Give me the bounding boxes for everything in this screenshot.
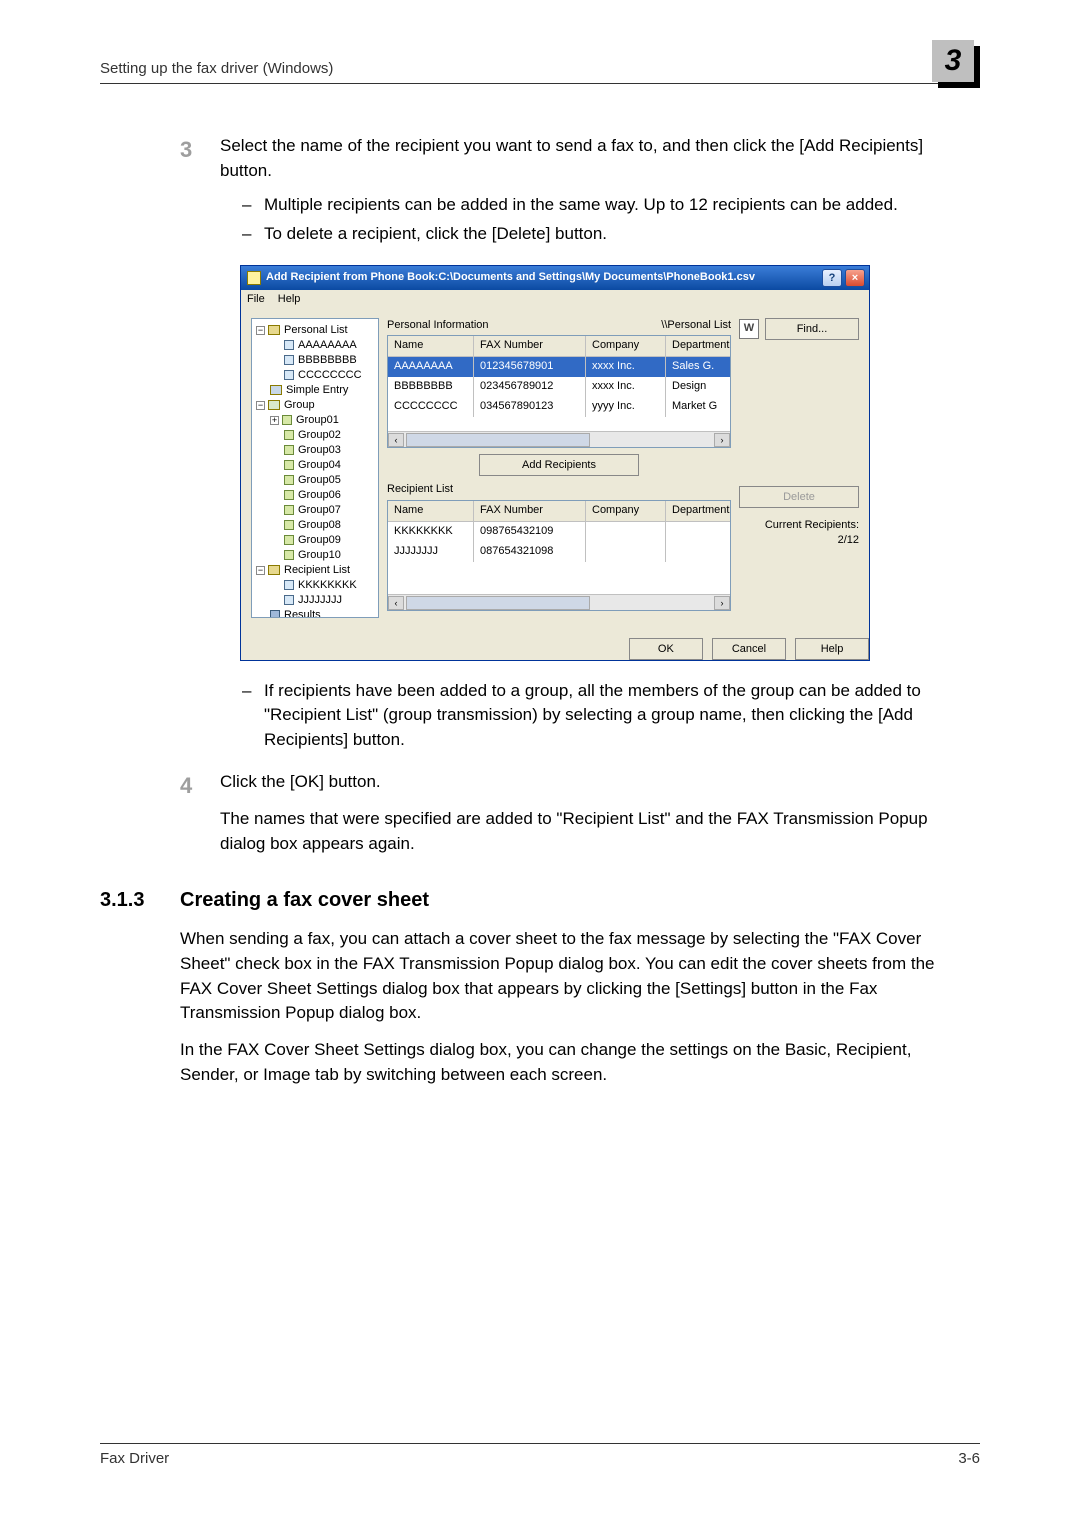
menubar: File Help [241, 290, 869, 310]
window-title: Add Recipient from Phone Book:C:\Documen… [266, 270, 819, 286]
section-title: Creating a fax cover sheet [180, 886, 429, 915]
tree-rec-person[interactable]: KKKKKKKK [298, 578, 357, 593]
cancel-button[interactable]: Cancel [712, 638, 786, 660]
step3-afterdash-1: If recipients have been added to a group… [264, 679, 960, 753]
tree-group-item[interactable]: Group06 [298, 488, 341, 503]
footer-left: Fax Driver [100, 1450, 169, 1467]
step4-text: Click the [OK] button. [220, 770, 960, 795]
col-name[interactable]: Name [388, 501, 474, 521]
section-p1: When sending a fax, you can attach a cov… [180, 927, 960, 1026]
hscrollbar[interactable]: ‹ › [388, 431, 730, 447]
tree-recipient-list[interactable]: Recipient List [284, 563, 350, 578]
hscrollbar[interactable]: ‹ › [388, 594, 730, 610]
titlebar: Add Recipient from Phone Book:C:\Documen… [241, 266, 869, 290]
scroll-left-icon[interactable]: ‹ [388, 596, 404, 610]
find-icon: W [739, 319, 759, 339]
section-p2: In the FAX Cover Sheet Settings dialog b… [180, 1038, 960, 1087]
recipient-list[interactable]: Name FAX Number Company Department KKKKK… [387, 500, 731, 611]
tree-group-item[interactable]: Group10 [298, 548, 341, 563]
running-header: Setting up the fax driver (Windows) [100, 60, 980, 77]
recipient-list-label: Recipient List [387, 482, 731, 498]
step3-dash-1: Multiple recipients can be added in the … [264, 193, 960, 218]
tree-group-item[interactable]: Group02 [298, 428, 341, 443]
tree-group-item[interactable]: Group03 [298, 443, 341, 458]
tree-group-item[interactable]: Group04 [298, 458, 341, 473]
tree-person[interactable]: AAAAAAAA [298, 338, 357, 353]
col-company[interactable]: Company [586, 336, 666, 356]
tree-simple-entry[interactable]: Simple Entry [286, 383, 348, 398]
dialog-screenshot: Add Recipient from Phone Book:C:\Documen… [240, 265, 870, 661]
list-row[interactable]: AAAAAAAA 012345678901 xxxx Inc. Sales G. [388, 357, 730, 377]
scroll-left-icon[interactable]: ‹ [388, 433, 404, 447]
step3-dash-2: To delete a recipient, click the [Delete… [264, 222, 960, 247]
chapter-tab: 3 [932, 40, 980, 88]
current-recipients-label: Current Recipients: [739, 518, 859, 534]
list-row[interactable]: JJJJJJJJ 087654321098 [388, 542, 730, 562]
footer-rule [100, 1443, 980, 1444]
scroll-right-icon[interactable]: › [714, 433, 730, 447]
find-button[interactable]: Find... [765, 318, 859, 340]
scroll-right-icon[interactable]: › [714, 596, 730, 610]
tree-group-item[interactable]: Group05 [298, 473, 341, 488]
step-number-4: 4 [180, 770, 220, 856]
section-number: 3.1.3 [100, 886, 180, 915]
menu-help[interactable]: Help [278, 293, 301, 305]
help-button[interactable]: ? [822, 269, 842, 287]
tree-personal-list[interactable]: Personal List [284, 323, 348, 338]
step4-para: The names that were specified are added … [220, 807, 960, 856]
tree-group-item[interactable]: Group07 [298, 503, 341, 518]
help-button[interactable]: Help [795, 638, 869, 660]
tree-person[interactable]: BBBBBBBB [298, 353, 357, 368]
list-row[interactable]: CCCCCCCC 034567890123 yyyy Inc. Market G [388, 397, 730, 417]
tree-person[interactable]: CCCCCCCC [298, 368, 362, 383]
current-recipients-count: 2/12 [739, 533, 859, 549]
tree-group-item[interactable]: Group01 [296, 413, 339, 428]
close-button[interactable]: × [845, 269, 865, 287]
col-company[interactable]: Company [586, 501, 666, 521]
col-fax[interactable]: FAX Number [474, 336, 586, 356]
tree-rec-person[interactable]: JJJJJJJJ [298, 593, 342, 608]
tree-group[interactable]: Group [284, 398, 315, 413]
chapter-number: 3 [932, 44, 974, 78]
ok-button[interactable]: OK [629, 638, 703, 660]
app-icon [247, 271, 261, 285]
tree-view[interactable]: −Personal List AAAAAAAA BBBBBBBB CCCCCCC… [251, 318, 379, 618]
col-fax[interactable]: FAX Number [474, 501, 586, 521]
col-department[interactable]: Department [666, 501, 730, 521]
tree-results[interactable]: Results [284, 608, 321, 618]
delete-button[interactable]: Delete [739, 486, 859, 508]
header-rule [100, 83, 980, 84]
personal-info-label: Personal Information [387, 318, 489, 334]
list-row[interactable]: BBBBBBBB 023456789012 xxxx Inc. Design [388, 377, 730, 397]
step3-text: Select the name of the recipient you wan… [220, 134, 960, 183]
col-department[interactable]: Department [666, 336, 730, 356]
add-recipients-button[interactable]: Add Recipients [479, 454, 639, 476]
tree-group-item[interactable]: Group08 [298, 518, 341, 533]
list-row[interactable]: KKKKKKKK 098765432109 [388, 522, 730, 542]
path-label: \\Personal List [661, 318, 731, 334]
step-number-3: 3 [180, 134, 220, 752]
menu-file[interactable]: File [247, 293, 265, 305]
col-name[interactable]: Name [388, 336, 474, 356]
tree-group-item[interactable]: Group09 [298, 533, 341, 548]
personal-info-list[interactable]: Name FAX Number Company Department AAAAA… [387, 335, 731, 448]
footer-right: 3-6 [958, 1450, 980, 1467]
